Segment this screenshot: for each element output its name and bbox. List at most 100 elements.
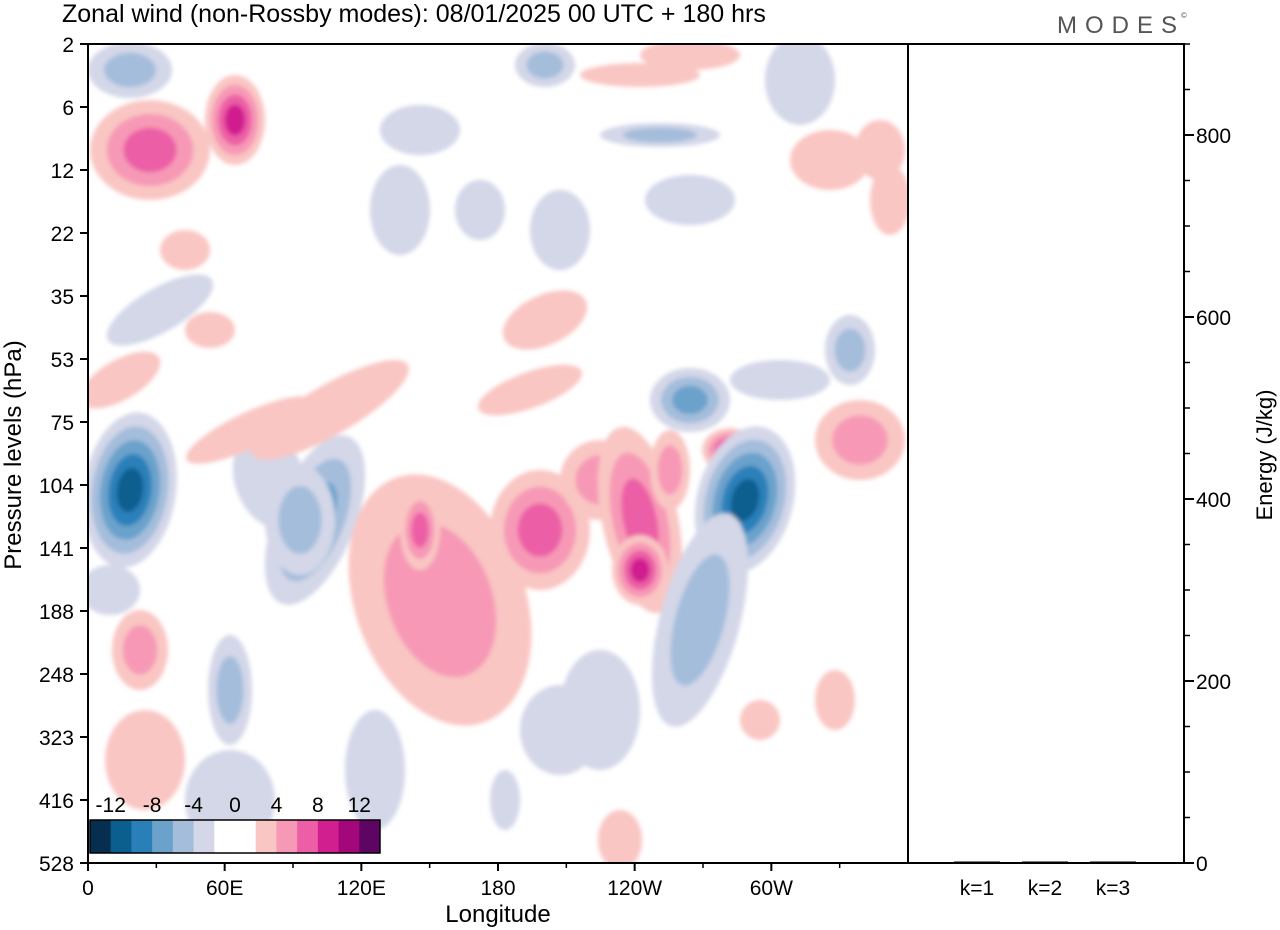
contour-region	[105, 710, 185, 810]
contour-region	[345, 710, 405, 830]
colorbar-swatch	[152, 820, 174, 853]
colorbar-label: -8	[143, 794, 162, 817]
colorbar-legend: -12 -8 -4 0 4 8 12	[89, 794, 381, 854]
contour-region	[251, 360, 409, 460]
x-axis-label: Longitude	[445, 901, 550, 928]
colorbar-swatch	[172, 820, 195, 853]
contour-region	[160, 230, 210, 270]
y-tick-label: 2	[62, 34, 74, 57]
colorbar-swatch	[110, 820, 132, 853]
contour-region	[502, 290, 588, 350]
colorbar-label: 8	[312, 794, 324, 817]
contour-region	[88, 565, 140, 615]
contour-region	[530, 190, 590, 270]
y-tick-label: 6	[62, 97, 74, 120]
contour-region	[185, 312, 235, 348]
y-tick-label: 22	[51, 223, 74, 246]
colorbar-swatch	[338, 820, 360, 853]
energy-category-label: k=1	[960, 877, 994, 900]
y-tick-label: 12	[51, 160, 74, 183]
contour-region	[730, 478, 760, 522]
energy-category-label: k=3	[1096, 877, 1130, 900]
x-tick-label: 180	[480, 877, 515, 900]
energy-tick-label: 0	[1196, 853, 1208, 876]
energy-category-label: k=2	[1028, 877, 1062, 900]
colorbar-swatch	[193, 820, 215, 853]
colorbar-label: 12	[348, 794, 371, 817]
contour-region	[832, 415, 888, 465]
energy-panel: 0 200 400 600 800 k=1 k=2 k=3 Energy (J/kg)	[907, 43, 1277, 900]
contour-region	[411, 512, 429, 548]
contour-region	[765, 44, 835, 125]
y-tick-label: 528	[39, 853, 74, 876]
x-tick-label: 0	[82, 877, 94, 900]
colorbar-label: -4	[184, 794, 203, 817]
x-axis: 0 60E 120E 180 120W 60W	[82, 863, 841, 900]
x-tick-label: 120E	[337, 877, 386, 900]
y-axis: 2 6 12 22 35 53 75 104 141 188 248 323 416 528	[39, 34, 88, 876]
contour-region	[672, 385, 708, 415]
y-tick-label: 248	[39, 664, 74, 687]
contour-region	[517, 503, 563, 557]
colorbar-swatch	[214, 820, 236, 853]
contour-region	[598, 810, 642, 863]
y-axis-label: Pressure levels (hPa)	[0, 340, 27, 569]
colorbar-swatch	[90, 820, 112, 853]
x-tick-label: 120W	[607, 877, 662, 900]
y-tick-label: 188	[39, 601, 74, 624]
energy-frame	[907, 43, 1185, 864]
x-tick-label: 60E	[206, 877, 243, 900]
colorbar-swatch	[255, 820, 277, 853]
energy-bar	[1090, 861, 1136, 863]
contour-region	[834, 328, 866, 372]
y-tick-label: 104	[39, 475, 74, 498]
energy-tick-label: 600	[1196, 307, 1231, 330]
colorbar-swatch	[276, 820, 298, 853]
contour-region	[657, 445, 683, 495]
energy-tick-label: 200	[1196, 671, 1231, 694]
heatmap-panel: 2 6 12 22 35 53 75 104 141 188 248 323 416 528 0 60E 12…	[0, 34, 909, 928]
colorbar-frame	[89, 819, 381, 854]
contour-region	[477, 364, 583, 416]
brand-logo: MODES ©	[1057, 11, 1187, 39]
energy-axis-label: Energy (J/kg)	[1252, 390, 1277, 521]
contour-region	[526, 51, 564, 79]
contour-region	[106, 274, 214, 346]
contour-region	[580, 63, 700, 87]
brand-name: MODES	[1057, 12, 1185, 39]
contour-region	[740, 700, 780, 740]
energy-tick-label: 800	[1196, 125, 1231, 148]
contour-region	[224, 104, 246, 136]
y-tick-label: 141	[39, 538, 74, 561]
contour-region	[278, 486, 322, 554]
brand-mark: ©	[1181, 11, 1187, 20]
contour-region	[855, 120, 905, 180]
y-tick-label: 323	[39, 727, 74, 750]
contour-region	[630, 557, 650, 583]
colorbar-swatch	[235, 820, 257, 853]
y-tick-label: 35	[51, 286, 74, 309]
contour-region	[520, 685, 600, 775]
x-tick-label: 60W	[750, 877, 793, 900]
contour-region	[870, 165, 908, 235]
colorbar-swatch	[131, 820, 153, 853]
energy-axis: 0 200 400 600 800 k=1 k=2 k=3	[954, 43, 1231, 900]
contour-region	[670, 554, 730, 686]
y-tick-label: 416	[39, 790, 74, 813]
contour-region	[370, 165, 430, 255]
contour-region	[380, 105, 460, 155]
contour-region	[640, 44, 740, 70]
energy-bar	[954, 861, 1000, 863]
colorbar-swatch	[359, 820, 381, 853]
contour-region	[790, 130, 870, 190]
colorbar-label: -12	[96, 794, 126, 817]
colorbar-label: 0	[229, 794, 241, 817]
energy-bar	[1022, 861, 1068, 863]
contour-region	[116, 467, 144, 513]
contour-region	[88, 351, 161, 409]
colorbar-swatch	[317, 820, 340, 853]
energy-tick-label: 400	[1196, 489, 1231, 512]
y-tick-label: 75	[51, 412, 74, 435]
contour-region	[123, 127, 177, 173]
